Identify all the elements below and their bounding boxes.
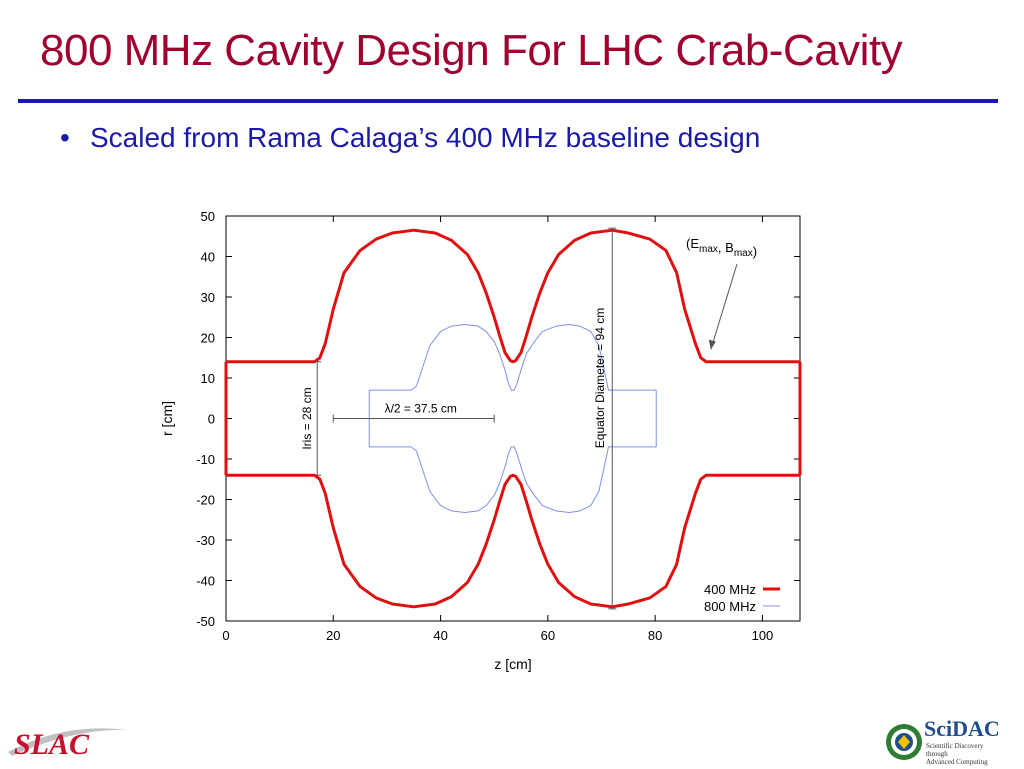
y-tick-label: 10 xyxy=(201,371,215,386)
series-400-mhz-upper xyxy=(226,228,800,364)
chart-annotations: λ/2 = 37.5 cm Iris = 28 cm Equator Diamete… xyxy=(300,227,757,610)
lambda-annotation: λ/2 = 37.5 cm xyxy=(385,402,457,416)
chart-axes: 0 20 40 60 80 10050403020100-10-20-30-40-50z … xyxy=(159,209,801,672)
scidac-wordmark: SciDAC xyxy=(924,716,1000,741)
emax-bmax-annotation: (Emax, Bmax) xyxy=(686,236,757,259)
equator-annotation: Equator Diameter = 94 cm xyxy=(593,308,607,448)
chart-legend: 400 MHz 800 MHz xyxy=(704,582,780,614)
bullet-marker: • xyxy=(60,122,70,153)
series-400-mhz-lower xyxy=(226,473,800,609)
y-tick-label: -10 xyxy=(196,452,215,467)
y-tick-label: -40 xyxy=(196,574,215,589)
y-axis-label: r [cm] xyxy=(159,401,175,436)
svg-text:SLAC: SLAC xyxy=(14,728,90,761)
x-tick-label: 0 xyxy=(222,628,229,643)
y-tick-label: 50 xyxy=(201,209,215,224)
y-tick-label: 40 xyxy=(201,250,215,265)
x-axis-label: z [cm] xyxy=(494,656,531,672)
y-tick-label: 0 xyxy=(208,412,215,427)
bullet-text: Scaled from Rama Calaga’s 400 MHz baseli… xyxy=(90,122,761,153)
emax-arrow-line xyxy=(710,263,738,350)
series-800-mhz-lower xyxy=(369,446,657,513)
x-tick-label: 60 xyxy=(541,628,555,643)
x-tick-label: 100 xyxy=(752,628,774,643)
y-tick-label: 20 xyxy=(201,331,215,346)
slac-logo: SLAC xyxy=(4,716,134,769)
legend-label: 800 MHz xyxy=(704,599,756,614)
series-800-mhz-upper xyxy=(369,324,657,391)
y-tick-label: -20 xyxy=(196,493,215,508)
y-tick-label: -50 xyxy=(196,614,215,629)
scidac-logo: SciDAC Scientific Discovery through Adva… xyxy=(884,716,1024,768)
slide-title: 800 MHz Cavity Design For LHC Crab-Cavit… xyxy=(40,26,903,75)
x-tick-label: 80 xyxy=(648,628,662,643)
iris-annotation: Iris = 28 cm xyxy=(300,387,314,449)
x-tick-label: 20 xyxy=(326,628,340,643)
title-divider xyxy=(18,99,998,103)
scidac-tagline: Scientific Discovery through Advanced Co… xyxy=(926,742,988,766)
bullet-item: • Scaled from Rama Calaga’s 400 MHz basel… xyxy=(60,122,760,154)
y-tick-label: 30 xyxy=(201,290,215,305)
x-tick-label: 40 xyxy=(433,628,447,643)
emax-arrow-head xyxy=(708,339,716,350)
chart-series xyxy=(224,228,802,609)
legend-label: 400 MHz xyxy=(704,582,756,597)
y-tick-label: -30 xyxy=(196,533,215,548)
